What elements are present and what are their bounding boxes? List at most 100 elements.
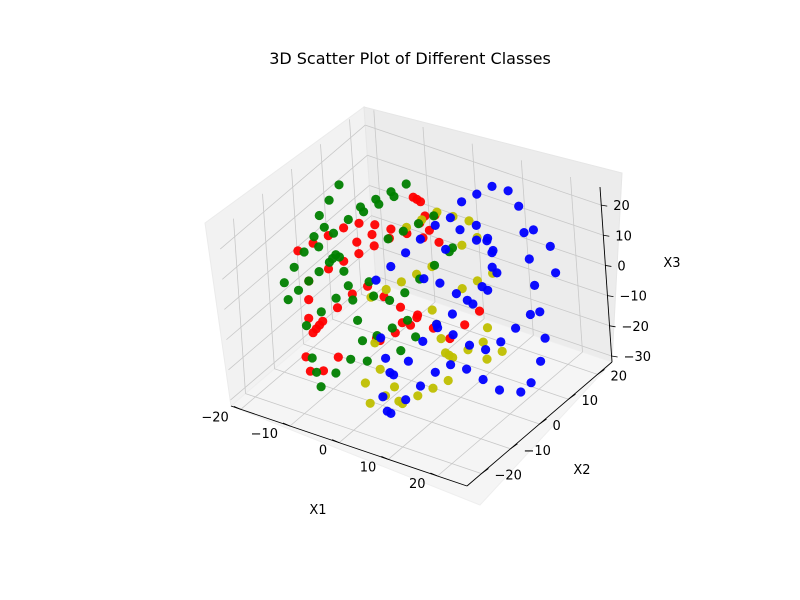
- data-point-series-4: [494, 385, 505, 395]
- tick-mark-x3: [601, 204, 608, 207]
- tick-label-x1: 20: [409, 477, 426, 492]
- tick-label-x2: 20: [611, 369, 628, 384]
- tick-mark-x3: [609, 325, 616, 328]
- data-point-series-3: [304, 276, 314, 286]
- data-point-series-4: [376, 333, 386, 343]
- data-point-series-4: [530, 280, 540, 290]
- data-point-series-3: [401, 179, 411, 189]
- data-point-series-1: [413, 310, 423, 320]
- data-point-series-1: [354, 249, 364, 259]
- data-point-series-2: [396, 277, 406, 287]
- data-point-series-4: [481, 345, 491, 355]
- tick-label-x1: 10: [360, 460, 377, 475]
- data-point-series-2: [381, 284, 391, 295]
- data-point-series-2: [389, 382, 400, 392]
- data-point-series-2: [478, 337, 488, 347]
- gridline-x3: [228, 245, 374, 371]
- data-point-series-1: [415, 197, 426, 207]
- data-point-series-3: [334, 252, 344, 262]
- data-point-series-4: [514, 201, 524, 211]
- data-point-series-3: [289, 262, 299, 272]
- data-point-series-2: [482, 354, 492, 364]
- data-point-series-3: [398, 226, 408, 236]
- data-point-series-1: [318, 366, 329, 376]
- data-point-series-4: [472, 189, 482, 199]
- tick-label-x2: −20: [495, 469, 522, 484]
- data-point-series-4: [488, 245, 498, 256]
- data-point-series-3: [355, 202, 366, 212]
- tick-label-x3: −10: [619, 290, 646, 305]
- data-point-series-2: [413, 391, 423, 401]
- gridline-x3: [226, 215, 372, 340]
- data-point-series-2: [365, 398, 375, 408]
- tick-label-x1: −20: [201, 410, 228, 425]
- data-point-series-3: [386, 187, 396, 197]
- gridline-x3: [365, 124, 602, 206]
- gridline-x2: [349, 119, 362, 295]
- data-point-series-3: [362, 356, 372, 366]
- data-point-series-3: [309, 232, 319, 242]
- data-point-series-4: [446, 360, 456, 370]
- data-point-series-4: [516, 387, 526, 397]
- data-point-series-3: [307, 353, 317, 363]
- data-point-series-3: [343, 214, 353, 225]
- data-point-series-2: [497, 346, 507, 356]
- data-point-series-4: [419, 274, 429, 284]
- data-points: [279, 179, 561, 418]
- data-point-series-2: [428, 383, 438, 393]
- data-point-series-4: [432, 319, 442, 329]
- tick-mark-x3: [603, 234, 610, 237]
- data-point-series-3: [348, 295, 358, 305]
- data-point-series-2: [482, 323, 493, 333]
- data-point-series-4: [418, 336, 428, 346]
- data-point-series-1: [474, 306, 485, 316]
- x3-axis-label: X3: [663, 256, 680, 271]
- gridline-x2: [233, 218, 246, 394]
- data-point-series-4: [435, 278, 445, 288]
- data-point-series-1: [304, 313, 314, 323]
- data-point-series-4: [519, 228, 529, 238]
- data-point-series-2: [464, 216, 474, 226]
- data-point-series-1: [386, 224, 396, 234]
- data-point-series-3: [324, 195, 334, 205]
- chart-title: 3D Scatter Plot of Different Classes: [269, 49, 551, 68]
- data-point-series-4: [487, 181, 497, 191]
- tick-mark-x3: [607, 295, 614, 298]
- data-point-series-4: [448, 330, 458, 340]
- data-point-series-3: [447, 243, 458, 253]
- data-point-series-4: [503, 186, 513, 196]
- data-point-series-1: [395, 302, 406, 312]
- data-point-series-3: [346, 354, 356, 364]
- data-point-series-1: [339, 223, 349, 233]
- data-point-series-1: [332, 303, 343, 313]
- data-point-series-3: [331, 293, 341, 303]
- data-point-series-3: [385, 295, 395, 305]
- axes: [230, 186, 618, 487]
- gridline-x1: [570, 176, 583, 353]
- data-point-series-4: [389, 370, 399, 380]
- data-point-series-3: [314, 210, 324, 221]
- data-point-series-4: [441, 244, 451, 254]
- data-point-series-2: [427, 305, 437, 315]
- data-point-series-4: [478, 374, 488, 385]
- data-point-series-4: [386, 261, 396, 272]
- data-point-series-4: [492, 268, 502, 278]
- data-point-series-4: [415, 381, 426, 391]
- data-point-series-3: [369, 291, 379, 301]
- data-point-series-3: [429, 211, 439, 221]
- data-point-series-3: [343, 281, 353, 291]
- tick-mark-x3: [611, 355, 618, 358]
- data-point-series-4: [451, 289, 461, 299]
- data-point-series-4: [455, 225, 465, 235]
- data-point-series-1: [460, 320, 470, 330]
- data-point-series-3: [411, 332, 421, 342]
- gridline-x3: [373, 245, 610, 327]
- tick-mark-x3: [605, 265, 612, 267]
- data-point-series-3: [396, 346, 406, 356]
- data-point-series-3: [283, 295, 293, 305]
- data-point-series-4: [378, 392, 388, 402]
- gridline-x3: [222, 154, 368, 280]
- data-point-series-3: [400, 288, 410, 298]
- data-point-series-4: [526, 378, 536, 388]
- data-point-series-3: [314, 267, 324, 277]
